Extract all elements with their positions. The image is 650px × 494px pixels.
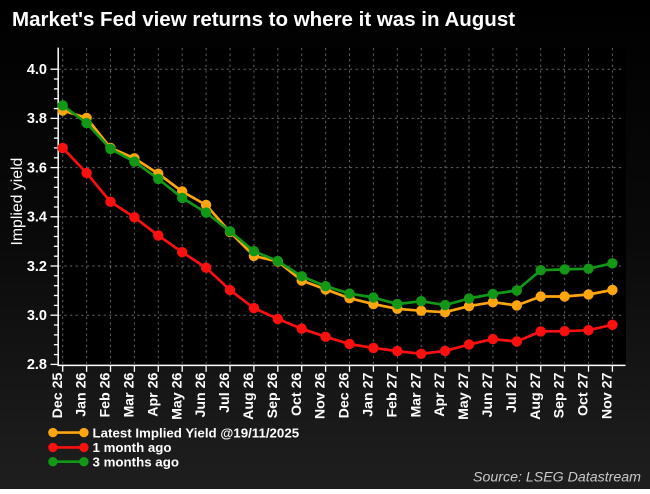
svg-text:2.8: 2.8: [27, 357, 47, 373]
svg-text:May 27: May 27: [456, 372, 472, 419]
svg-text:3.8: 3.8: [27, 111, 47, 127]
svg-text:3.2: 3.2: [27, 259, 47, 275]
svg-text:Apr 26: Apr 26: [145, 372, 161, 416]
svg-text:3 months ago: 3 months ago: [93, 454, 179, 469]
svg-text:Mar 26: Mar 26: [122, 372, 138, 417]
svg-text:3.4: 3.4: [27, 210, 47, 226]
svg-text:Dec 25: Dec 25: [50, 372, 66, 418]
svg-text:4.0: 4.0: [27, 62, 47, 78]
svg-text:Aug 26: Aug 26: [241, 373, 257, 420]
svg-text:Apr 27: Apr 27: [432, 372, 448, 416]
svg-text:May 26: May 26: [169, 372, 185, 419]
svg-text:Mar 27: Mar 27: [408, 372, 424, 417]
svg-text:Jul 26: Jul 26: [217, 373, 233, 413]
svg-text:Jun 26: Jun 26: [193, 372, 209, 417]
svg-text:Sep 26: Sep 26: [265, 372, 281, 418]
svg-text:Implied yield: Implied yield: [9, 158, 26, 246]
svg-text:Feb 26: Feb 26: [98, 372, 114, 417]
svg-text:Oct 26: Oct 26: [289, 372, 305, 415]
svg-text:Feb 27: Feb 27: [384, 372, 400, 417]
svg-text:Jan 26: Jan 26: [74, 372, 90, 416]
svg-text:Nov 27: Nov 27: [600, 372, 616, 419]
svg-text:1 month ago: 1 month ago: [93, 440, 172, 455]
svg-text:3.0: 3.0: [27, 308, 47, 324]
svg-text:Sep 27: Sep 27: [552, 372, 568, 418]
svg-text:Source: LSEG Datastream: Source: LSEG Datastream: [473, 470, 641, 486]
svg-text:Jan 27: Jan 27: [361, 372, 377, 416]
svg-text:Jul 27: Jul 27: [504, 373, 520, 413]
svg-text:Oct 27: Oct 27: [576, 372, 592, 415]
svg-text:Market's Fed view returns to w: Market's Fed view returns to where it wa…: [12, 8, 515, 31]
svg-text:Latest Implied Yield @19/11/20: Latest Implied Yield @19/11/2025: [93, 425, 300, 440]
svg-text:Aug 27: Aug 27: [528, 373, 544, 420]
svg-text:Nov 26: Nov 26: [313, 372, 329, 419]
svg-text:Jun 27: Jun 27: [480, 372, 496, 417]
svg-text:Dec 26: Dec 26: [337, 372, 353, 418]
svg-text:3.6: 3.6: [27, 160, 47, 176]
